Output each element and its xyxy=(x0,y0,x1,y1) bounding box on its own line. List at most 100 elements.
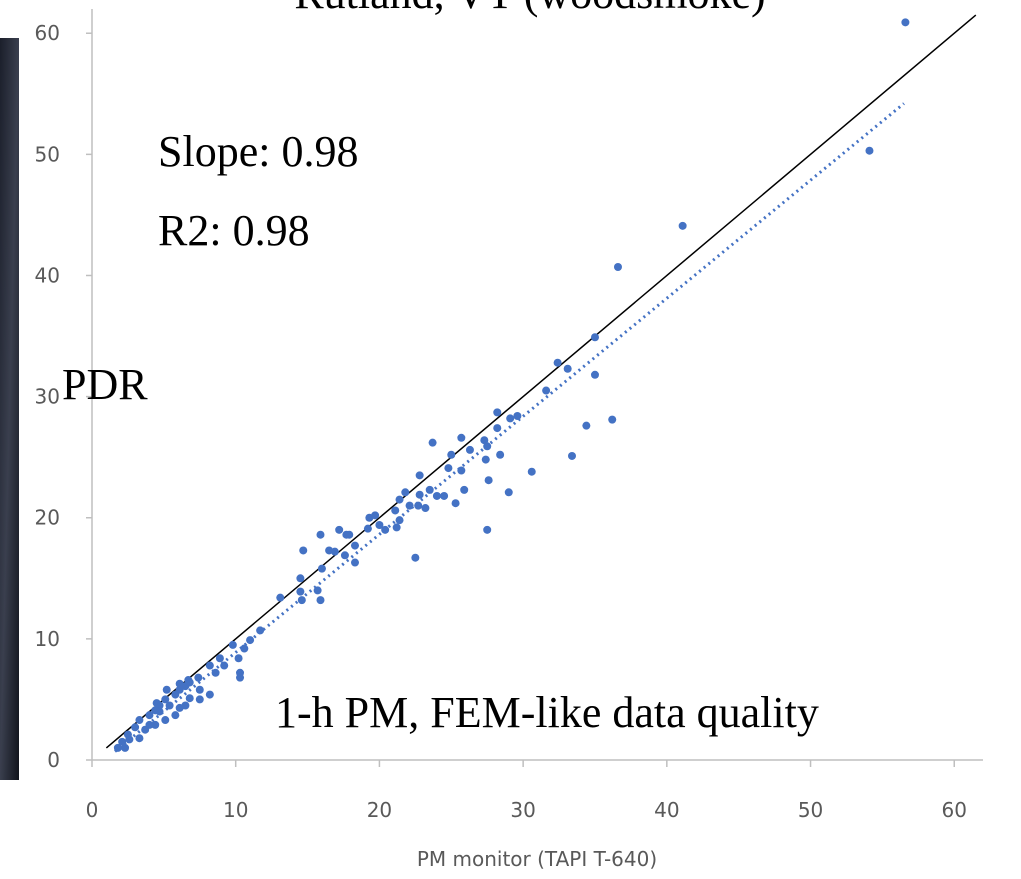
x-tick-label: 30 xyxy=(510,798,535,822)
y-tick-label: 10 xyxy=(35,627,60,651)
x-tick-label: 20 xyxy=(367,798,392,822)
data-point xyxy=(542,386,551,395)
data-point xyxy=(211,668,220,677)
data-point xyxy=(425,485,434,494)
data-point xyxy=(371,511,380,520)
data-point xyxy=(451,499,460,508)
data-point xyxy=(246,636,255,645)
data-point xyxy=(185,694,194,703)
reference-line xyxy=(105,14,977,749)
data-point xyxy=(457,433,466,442)
data-point xyxy=(175,679,184,688)
data-point xyxy=(590,370,599,379)
data-point xyxy=(297,596,306,605)
data-point xyxy=(493,424,502,433)
data-point xyxy=(205,690,214,699)
y-tick-label: 20 xyxy=(35,506,60,530)
data-point xyxy=(513,411,522,420)
data-point xyxy=(496,450,505,459)
data-point xyxy=(171,711,180,720)
data-point xyxy=(395,495,404,504)
data-point xyxy=(125,735,134,744)
data-point xyxy=(608,415,617,424)
y-tick-label: 50 xyxy=(35,142,60,166)
data-point xyxy=(401,488,410,497)
data-point xyxy=(391,506,400,515)
data-point xyxy=(590,333,599,342)
data-point xyxy=(152,699,161,708)
x-tick-label: 50 xyxy=(798,798,823,822)
data-point xyxy=(175,703,184,712)
data-point xyxy=(481,455,490,464)
data-point xyxy=(414,501,423,510)
trendline xyxy=(114,102,905,753)
y-axis-label: PDR xyxy=(62,360,148,409)
data-point xyxy=(296,574,305,583)
data-point xyxy=(121,743,130,752)
y-tick-label: 30 xyxy=(35,385,60,409)
y-tick-label: 40 xyxy=(35,263,60,287)
data-point xyxy=(184,676,193,685)
data-point xyxy=(313,586,322,595)
data-point xyxy=(335,525,344,534)
data-point xyxy=(135,716,144,725)
data-point xyxy=(484,476,493,485)
data-point xyxy=(350,558,359,567)
data-point xyxy=(228,640,237,649)
x-tick-label: 60 xyxy=(942,798,967,822)
data-point xyxy=(240,644,249,653)
data-point xyxy=(447,450,456,459)
y-tick-label: 60 xyxy=(35,21,60,45)
data-point xyxy=(421,504,430,513)
data-point xyxy=(440,491,449,500)
data-point xyxy=(483,525,492,534)
data-point xyxy=(363,524,372,533)
chart-title: Rutland, VT (woodsmoke) xyxy=(294,0,765,18)
y-tick-label: 0 xyxy=(47,748,60,772)
data-point xyxy=(220,661,229,670)
data-point xyxy=(553,358,562,367)
data-point xyxy=(375,521,384,530)
data-point xyxy=(161,695,170,704)
data-point xyxy=(415,471,424,480)
data-point xyxy=(493,408,502,417)
data-point xyxy=(145,720,154,729)
data-point xyxy=(316,530,325,539)
data-point xyxy=(432,491,441,500)
data-point xyxy=(194,673,203,682)
data-point xyxy=(317,564,326,573)
data-point xyxy=(162,685,171,694)
data-point xyxy=(411,553,420,562)
data-point xyxy=(567,451,576,460)
data-point xyxy=(527,467,536,476)
data-point xyxy=(460,485,469,494)
data-point xyxy=(392,523,401,532)
data-point xyxy=(256,626,265,635)
data-point xyxy=(195,685,204,694)
data-point xyxy=(296,587,305,596)
data-point xyxy=(480,436,489,445)
data-point xyxy=(316,596,325,605)
data-point xyxy=(415,490,424,499)
data-point xyxy=(678,221,687,230)
data-point xyxy=(350,541,359,550)
data-point xyxy=(118,737,127,746)
x-tick-label: 10 xyxy=(223,798,248,822)
data-point xyxy=(195,695,204,704)
data-point xyxy=(236,673,245,682)
background-photo-strip xyxy=(0,38,19,780)
annotation: 1-h PM, FEM-like data quality xyxy=(275,688,819,737)
data-point xyxy=(165,701,174,710)
data-point xyxy=(428,438,437,447)
data-point xyxy=(330,547,339,556)
data-point xyxy=(155,707,164,716)
data-point xyxy=(151,720,160,729)
data-point xyxy=(299,546,308,555)
data-point xyxy=(161,716,170,725)
x-axis-label: PM monitor (TAPI T-640) xyxy=(417,847,657,871)
x-tick-label: 40 xyxy=(654,798,679,822)
data-point xyxy=(483,442,492,451)
data-point xyxy=(405,501,414,510)
data-point xyxy=(457,466,466,475)
